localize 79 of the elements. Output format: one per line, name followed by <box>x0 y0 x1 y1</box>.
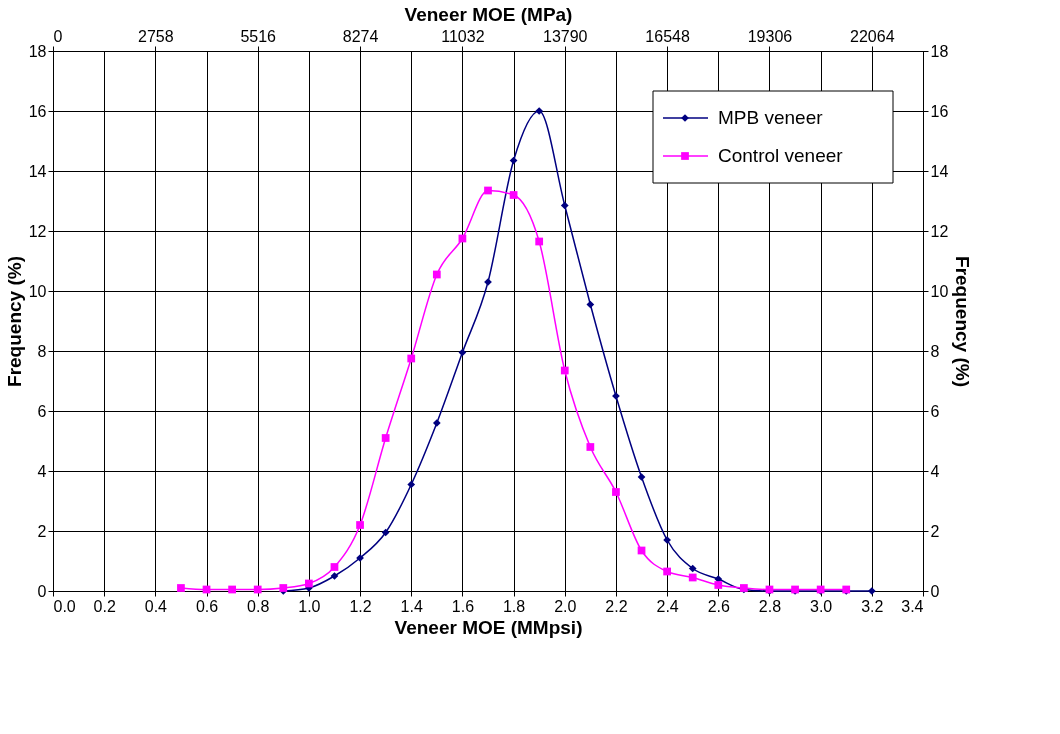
point <box>330 572 339 580</box>
x-tick-label: 2.4 <box>656 597 679 615</box>
y2-tick-label: 14 <box>930 162 949 180</box>
point <box>586 300 595 309</box>
x-tick-label: 2.6 <box>707 597 731 615</box>
y-tick-label: 8 <box>37 342 47 360</box>
point <box>586 443 595 451</box>
x2-tick-label: 0 <box>53 27 63 45</box>
point <box>560 366 569 375</box>
y2-tick-label: 18 <box>930 42 949 60</box>
y2-tick-label: 4 <box>930 462 940 480</box>
point <box>612 488 620 496</box>
x2-tick-label: 19306 <box>747 27 793 45</box>
point <box>407 354 416 363</box>
y-tick-label: 14 <box>28 162 47 180</box>
point <box>637 473 646 481</box>
point <box>535 107 544 115</box>
y-tick-label: 0 <box>37 582 47 600</box>
point <box>407 480 416 489</box>
y-axis-title: Frequency (%) <box>3 256 25 387</box>
point <box>381 434 390 442</box>
point <box>305 579 313 588</box>
y2-tick-label: 6 <box>930 402 940 420</box>
point <box>432 419 441 427</box>
y-tick-label: 6 <box>37 402 47 420</box>
y2-tick-label: 8 <box>930 342 940 360</box>
x-tick-label: 0.2 <box>93 597 116 615</box>
point <box>560 201 569 210</box>
y2-tick-label: 16 <box>930 102 949 120</box>
y-tick-label: 18 <box>28 42 47 60</box>
x-tick-label: 2.2 <box>605 597 628 615</box>
x-tick-label: 0.8 <box>247 597 270 615</box>
x2-tick-label: 5516 <box>240 27 277 45</box>
x-tick-label: 1.6 <box>451 597 475 615</box>
x-tick-label: 0.0 <box>53 597 76 615</box>
y-tick-label: 16 <box>28 102 47 120</box>
point <box>177 584 185 592</box>
point <box>381 528 390 537</box>
point <box>356 521 364 529</box>
y-tick-label: 12 <box>28 222 47 240</box>
y2-tick-label: 0 <box>930 582 940 600</box>
x2-tick-label: 13790 <box>543 27 588 45</box>
legend-label: Control veneer <box>718 145 844 166</box>
point <box>688 573 697 582</box>
point <box>714 581 723 589</box>
x-tick-label: 3.2 <box>861 597 884 615</box>
x2-tick-label: 8274 <box>342 27 379 45</box>
y2-tick-label: 10 <box>930 282 949 300</box>
point <box>663 567 671 576</box>
y-tick-label: 2 <box>37 522 47 540</box>
point <box>535 237 544 246</box>
x2-tick-label: 16548 <box>645 27 690 45</box>
point <box>688 564 697 573</box>
x-tick-label: 0.6 <box>195 597 219 615</box>
point <box>228 585 236 594</box>
legend-label: MPB veneer <box>718 107 824 128</box>
x-tick-label: 1.4 <box>400 597 423 615</box>
point <box>509 191 518 199</box>
x-tick-label: 1.2 <box>349 597 372 615</box>
x-tick-label: 2.8 <box>758 597 782 615</box>
y2-tick-label: 2 <box>930 522 940 540</box>
x2-tick-label: 11032 <box>441 27 485 45</box>
x-tick-label: 0.4 <box>144 597 168 615</box>
x2-tick-label: 2758 <box>138 27 174 45</box>
x-tick-label: 1.0 <box>298 597 321 615</box>
x2-tick-label: 22064 <box>850 27 895 45</box>
y-tick-label: 4 <box>37 462 47 480</box>
x2-axis-title: Veneer MOE (MPa) <box>404 3 573 25</box>
x-tick-label: 2.0 <box>554 597 577 615</box>
x-tick-label: 1.8 <box>502 597 526 615</box>
x-tick-label: 3.4 <box>901 597 924 615</box>
point <box>484 186 492 195</box>
y2-axis-title: Frequency (%) <box>952 256 974 387</box>
y-tick-label: 10 <box>28 282 47 300</box>
x-tick-label: 3.0 <box>810 597 833 615</box>
point <box>432 270 441 279</box>
y2-tick-label: 12 <box>930 222 949 240</box>
x-axis-title: Veneer MOE (MMpsi) <box>394 616 583 638</box>
point <box>330 563 339 571</box>
